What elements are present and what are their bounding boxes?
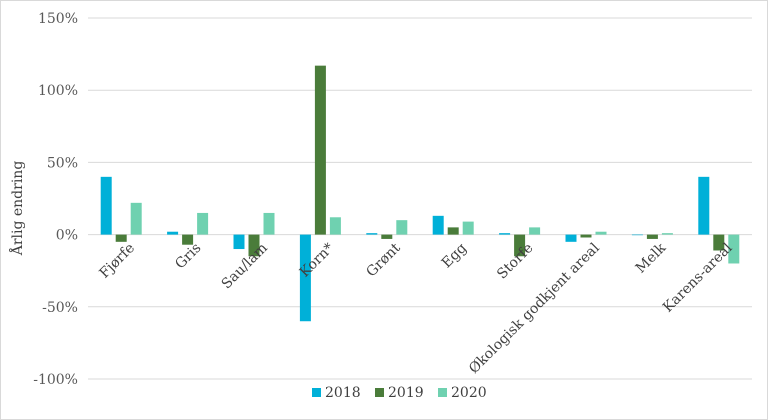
category-label: Fjørfe [97, 240, 138, 281]
bar-2018 [698, 176, 710, 235]
bar-2018 [432, 215, 444, 235]
bar-2019 [248, 234, 260, 257]
bar-2020 [728, 234, 740, 264]
bar-2018 [631, 234, 643, 236]
y-tick-labels: 150% 100% 50% 0% -50% -100% [33, 11, 78, 388]
legend-label: 2020 [451, 385, 487, 401]
category-label: Økologisk godkjent areal [466, 240, 603, 377]
bar-2020 [396, 220, 408, 235]
y-axis-title: Årlig endring [8, 161, 26, 257]
legend: 2018 2019 2020 [312, 385, 487, 401]
category-label: Melk [633, 240, 670, 277]
category-labels: Fjørfe Gris Sau/lam Korn* Grønt Egg StorfeØkol… [97, 240, 736, 377]
bar-2018 [233, 234, 245, 250]
bar-2018 [499, 233, 511, 235]
category-label: Gris [172, 240, 204, 272]
legend-swatch [312, 388, 321, 397]
bar-2019 [182, 234, 194, 245]
category-label: Egg [439, 240, 470, 271]
y-tick-label: 0% [56, 228, 78, 244]
bar-2019 [381, 234, 393, 239]
legend-swatch [375, 388, 384, 397]
bar-2019 [580, 234, 592, 238]
bar-2019 [646, 234, 658, 239]
category-label: Sau/lam [219, 240, 271, 292]
bar-2020 [529, 227, 541, 235]
bar-2018 [167, 231, 179, 235]
bar-2018 [299, 234, 311, 322]
y-tick-label: -50% [42, 300, 78, 316]
bar-2018 [366, 233, 378, 235]
bar-2020 [462, 221, 474, 235]
bar-2018 [100, 176, 112, 235]
category-label: Grønt [363, 240, 404, 281]
bar-2019 [447, 227, 459, 235]
bar-2018 [565, 234, 577, 242]
gridlines [88, 17, 752, 380]
bar-2019 [314, 65, 326, 235]
y-tick-label: 50% [47, 155, 78, 171]
bar-2020 [595, 231, 607, 235]
y-tick-label: 100% [38, 83, 78, 99]
bars [100, 65, 740, 322]
legend-label: 2018 [325, 385, 361, 401]
bar-2020 [130, 202, 142, 235]
bar-2020 [661, 233, 673, 235]
bar-2020 [197, 212, 209, 235]
bar-2019 [115, 234, 127, 242]
bar-2020 [263, 212, 275, 235]
bar-2019 [713, 234, 725, 251]
y-tick-label: 150% [38, 11, 78, 27]
y-tick-label: -100% [33, 372, 78, 388]
legend-label: 2019 [388, 385, 424, 401]
legend-swatch [438, 388, 447, 397]
bar-2019 [514, 234, 526, 257]
category-label: Karens-areal [660, 240, 736, 316]
bar-2020 [329, 217, 341, 235]
